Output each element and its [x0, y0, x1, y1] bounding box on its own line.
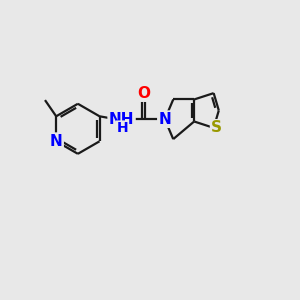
- Text: N: N: [50, 134, 63, 149]
- Text: S: S: [211, 120, 222, 135]
- Text: N: N: [50, 134, 63, 149]
- Text: N: N: [158, 112, 171, 127]
- Text: NH: NH: [109, 112, 134, 127]
- Text: NH: NH: [109, 112, 134, 127]
- Text: N: N: [158, 112, 171, 127]
- Text: O: O: [137, 85, 150, 100]
- Text: H: H: [116, 121, 128, 135]
- Text: S: S: [211, 120, 222, 135]
- Text: O: O: [137, 85, 150, 100]
